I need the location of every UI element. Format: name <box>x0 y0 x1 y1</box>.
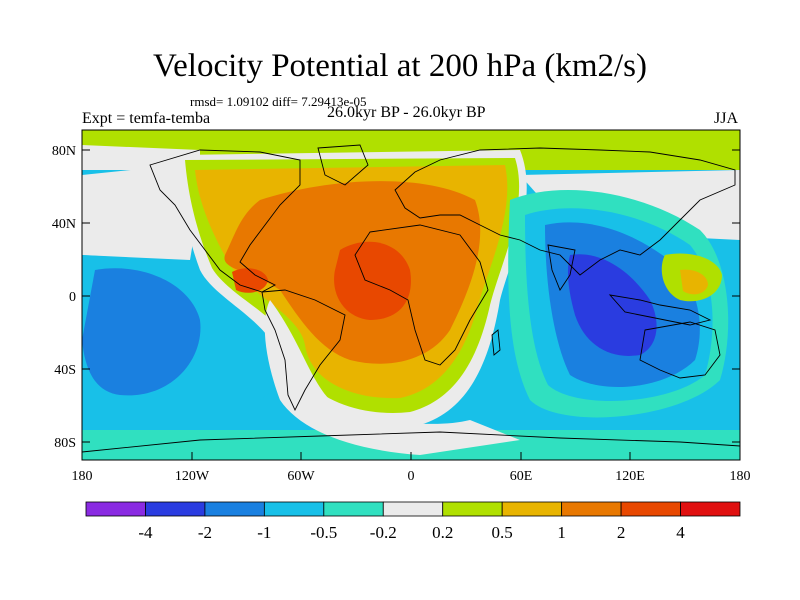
north-america-outline <box>149 149 301 293</box>
colorbar-swatch <box>85 501 146 517</box>
madagascar-outline <box>491 329 501 356</box>
colorbar-label: -0.5 <box>310 523 337 542</box>
australia-outline <box>639 321 721 379</box>
contour-field <box>82 130 740 460</box>
colorbar-swatch <box>620 501 681 517</box>
colorbar-label: -2 <box>198 523 212 542</box>
colorbar-label: -1 <box>257 523 271 542</box>
colorbar-label: 0.2 <box>432 523 453 542</box>
eurasia-outline <box>394 147 736 276</box>
x-tick-60e: 60E <box>510 469 533 484</box>
colorbar-swatch <box>204 501 265 517</box>
x-tick-0: 0 <box>408 469 415 484</box>
colorbar-label: -0.2 <box>370 523 397 542</box>
india-outline <box>547 244 576 291</box>
y-tick-80n: 80N <box>52 144 76 159</box>
x-tick-120w: 120W <box>175 469 210 484</box>
colorbar-labels: -4 -2 -1 -0.5 -0.2 0.2 0.5 1 2 4 <box>138 523 685 542</box>
colorbar-swatch <box>145 501 206 517</box>
colorbar-label: 1 <box>557 523 566 542</box>
colorbar-swatch <box>442 501 503 517</box>
south-america-outline <box>261 289 346 412</box>
colorbar-label: -4 <box>138 523 153 542</box>
period-label: 26.0kyr BP - 26.0kyr BP <box>327 104 486 121</box>
colorbar-label: 2 <box>617 523 626 542</box>
axis-ticks <box>81 149 741 460</box>
experiment-label: Expt = temfa-temba <box>82 110 211 127</box>
coastlines <box>82 144 740 453</box>
colorbar-swatch <box>561 501 622 517</box>
africa-outline <box>354 224 489 366</box>
y-tick-80s: 80S <box>54 436 76 451</box>
x-tick-180w: 180 <box>72 469 93 484</box>
y-tick-0: 0 <box>69 290 76 305</box>
colorbar-label: 4 <box>676 523 685 542</box>
season-label: JJA <box>714 110 739 127</box>
colorbar-swatch <box>263 501 325 517</box>
stats-label: rmsd= 1.09102 diff= 7.29413e-05 <box>190 94 367 109</box>
y-tick-40s: 40S <box>54 363 76 378</box>
colorbar-swatch <box>680 501 741 517</box>
y-tick-40n: 40N <box>52 217 76 232</box>
x-tick-120e: 120E <box>615 469 645 484</box>
x-tick-60w: 60W <box>287 469 315 484</box>
greenland-outline <box>317 144 369 186</box>
indonesia-outline <box>608 294 712 326</box>
colorbar <box>85 501 741 517</box>
x-tick-180e: 180 <box>730 469 751 484</box>
colorbar-label: 0.5 <box>492 523 513 542</box>
colorbar-swatch <box>382 501 444 517</box>
colorbar-swatch <box>501 501 563 517</box>
colorbar-swatch <box>323 501 384 517</box>
antarctica-outline <box>82 431 740 453</box>
page-title: Velocity Potential at 200 hPa (km2/s) <box>152 48 648 84</box>
